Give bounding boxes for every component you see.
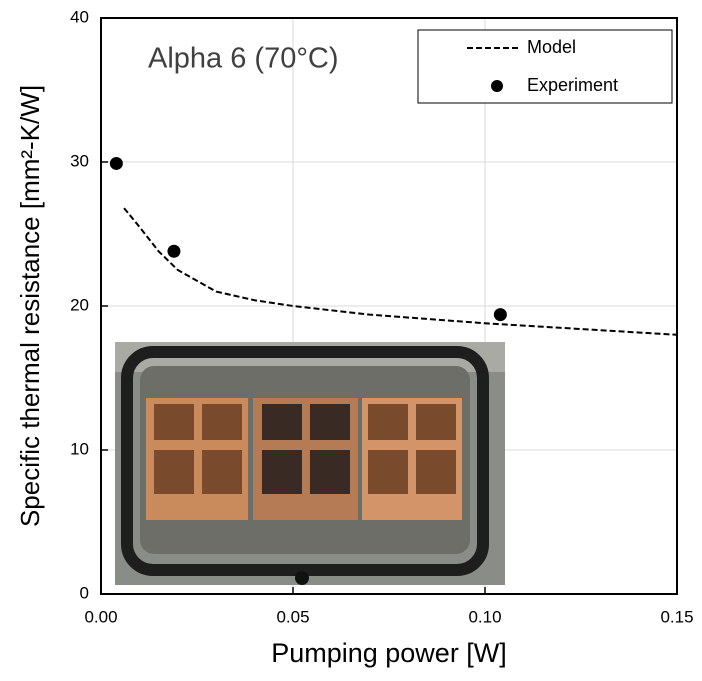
legend-label: Model xyxy=(527,37,576,57)
x-tick-label: 0.15 xyxy=(660,607,693,626)
y-tick-label: 10 xyxy=(70,439,89,458)
y-tick-label: 40 xyxy=(70,7,89,26)
x-tick-label: 0.00 xyxy=(84,607,117,626)
y-tick-label: 30 xyxy=(70,151,89,170)
photo-screw xyxy=(295,571,309,585)
data-point xyxy=(493,308,507,322)
photo-fins xyxy=(154,404,456,494)
legend-box xyxy=(417,29,673,104)
legend-label: Experiment xyxy=(527,75,618,95)
data-point xyxy=(167,244,181,258)
data-point xyxy=(109,156,123,170)
y-tick-label: 20 xyxy=(70,295,89,314)
x-axis-label: Pumping power [W] xyxy=(271,638,507,668)
model-line xyxy=(123,207,678,336)
y-tick-label: 0 xyxy=(80,583,89,602)
plot xyxy=(109,156,678,336)
x-tick-label: 0.05 xyxy=(276,607,309,626)
photo-gasket xyxy=(121,346,489,576)
x-tick-label: 0.10 xyxy=(468,607,501,626)
legend: Model Experiment xyxy=(417,29,673,104)
inset-photo xyxy=(115,342,505,585)
y-axis-label: Specific thermal resistance [mm²-K/W] xyxy=(15,85,45,527)
legend-marker xyxy=(491,80,503,92)
annotation: Alpha 6 (70°C) xyxy=(148,43,339,75)
